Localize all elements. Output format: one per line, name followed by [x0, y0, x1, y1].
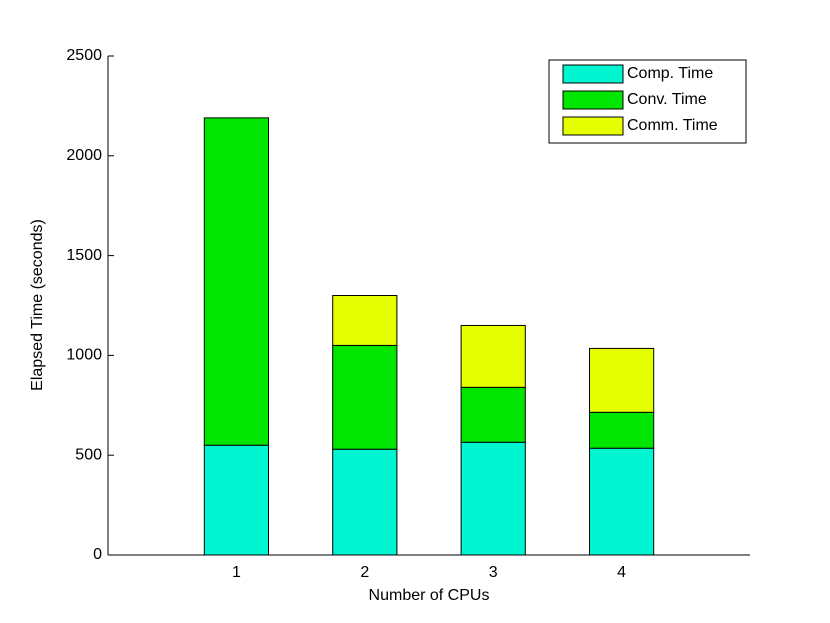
x-tick-label: 1: [232, 564, 241, 581]
legend-swatch: [562, 64, 624, 84]
bar-segment: [460, 324, 526, 388]
y-axis-label: Elapsed Time (seconds): [29, 219, 46, 391]
bar-segment: [589, 347, 655, 413]
y-tick-label: 2000: [66, 147, 102, 164]
bar-segment: [332, 344, 398, 450]
bar-segment: [332, 448, 398, 556]
bar-segment: [589, 411, 655, 449]
x-tick-label: 3: [489, 564, 498, 581]
legend-swatch: [562, 90, 624, 110]
bar-segment: [203, 117, 269, 446]
legend-label: Comp. Time: [627, 65, 713, 82]
bar-segment: [332, 295, 398, 346]
bar-segment: [460, 441, 526, 556]
y-tick-label: 1000: [66, 347, 102, 364]
legend-label: Conv. Time: [627, 91, 707, 108]
bar-segment: [460, 386, 526, 443]
y-tick-label: 2500: [66, 47, 102, 64]
x-axis-label: Number of CPUs: [369, 587, 490, 604]
y-tick-label: 500: [75, 446, 102, 463]
x-tick-label: 2: [360, 564, 369, 581]
legend-swatch: [562, 116, 624, 136]
bar-segment: [589, 447, 655, 556]
legend-label: Comm. Time: [627, 117, 718, 134]
x-tick-label: 4: [617, 564, 626, 581]
bar-segment: [203, 444, 269, 556]
y-tick-label: 0: [93, 546, 102, 563]
y-tick-label: 1500: [66, 247, 102, 264]
